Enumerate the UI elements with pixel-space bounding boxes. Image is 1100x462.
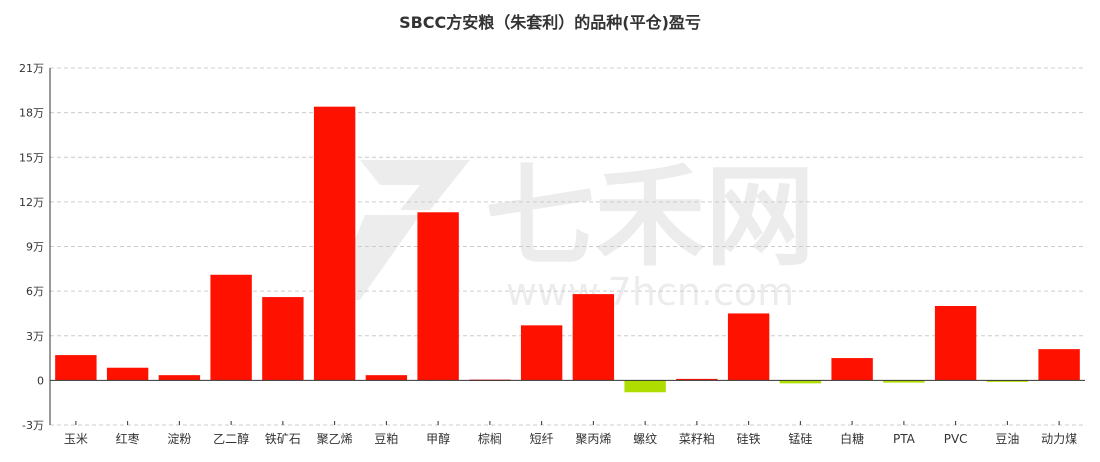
x-tick-label: PTA xyxy=(893,432,916,446)
x-tick-label: 白糖 xyxy=(840,431,864,446)
watermark-logo xyxy=(330,160,470,300)
x-tick-label: 棕榈 xyxy=(478,431,502,446)
x-tick-label: 硅铁 xyxy=(737,432,761,446)
x-tick-label: 锰硅 xyxy=(788,431,812,446)
bar xyxy=(572,294,615,381)
bar xyxy=(365,375,408,381)
x-axis-labels: 玉米 红枣 淀粉 乙二醇 铁矿石 聚乙烯 豆粕 甲醇 棕榈 短纤 聚丙烯 螺纹 菜籽粕 硅铁 锰硅 白糖 PTA… xyxy=(64,431,1077,446)
watermark-main-text: 七禾网 xyxy=(485,153,815,281)
x-tick-label: 红枣 xyxy=(116,431,140,446)
x-tick-label: 短纤 xyxy=(530,432,554,446)
bar xyxy=(624,380,666,393)
y-tick-label: 21万 xyxy=(19,62,44,75)
x-tick-label: 乙二醇 xyxy=(213,431,249,446)
y-tick-label: 18万 xyxy=(19,107,44,120)
x-tick-label: 动力煤 xyxy=(1041,432,1077,446)
bar xyxy=(158,375,201,381)
watermark-url-text: www.7hcn.com xyxy=(506,270,794,314)
x-tick-label: 聚乙烯 xyxy=(317,432,353,446)
x-axis-ticks xyxy=(75,421,1060,425)
bar xyxy=(831,358,873,381)
grid-lines xyxy=(50,67,1085,426)
x-tick-label: 豆油 xyxy=(995,432,1019,446)
bar xyxy=(986,380,1029,382)
x-tick-label: 螺纹 xyxy=(633,432,657,446)
bar xyxy=(210,274,252,381)
x-tick-label: PVC xyxy=(944,432,968,446)
bar xyxy=(55,355,97,381)
y-tick-label: 9万 xyxy=(26,241,44,254)
bar xyxy=(106,367,149,381)
watermark: 七禾网 www.7hcn.com xyxy=(330,153,815,314)
x-tick-label: 玉米 xyxy=(64,432,88,446)
x-tick-label: 豆粕 xyxy=(374,431,398,446)
bar xyxy=(779,380,822,384)
bar xyxy=(676,378,718,381)
bar xyxy=(313,106,356,381)
y-axis-labels: 21万 18万 15万 12万 9万 6万 3万 0 -3万 xyxy=(19,62,44,432)
x-tick-label: 铁矿石 xyxy=(265,432,301,446)
x-tick-label: 聚丙烯 xyxy=(575,432,611,446)
y-tick-label: 3万 xyxy=(26,330,44,343)
bar xyxy=(727,313,770,381)
bar xyxy=(520,325,563,381)
y-tick-label: 12万 xyxy=(19,196,44,209)
x-tick-label: 甲醇 xyxy=(426,431,450,446)
y-tick-label: 15万 xyxy=(19,151,44,164)
y-tick-label: 0 xyxy=(37,374,44,387)
y-tick-label: 6万 xyxy=(26,285,44,298)
bar xyxy=(417,212,459,381)
bar xyxy=(262,297,304,381)
x-tick-label: 淀粉 xyxy=(167,432,191,446)
bar xyxy=(934,306,977,381)
chart-title: SBCC方安粮（朱套利）的品种(平仓)盈亏 xyxy=(399,13,701,32)
bar xyxy=(1038,349,1080,381)
bar xyxy=(883,380,925,383)
y-tick-label: -3万 xyxy=(22,419,44,432)
x-tick-label: 菜籽粕 xyxy=(679,431,715,446)
